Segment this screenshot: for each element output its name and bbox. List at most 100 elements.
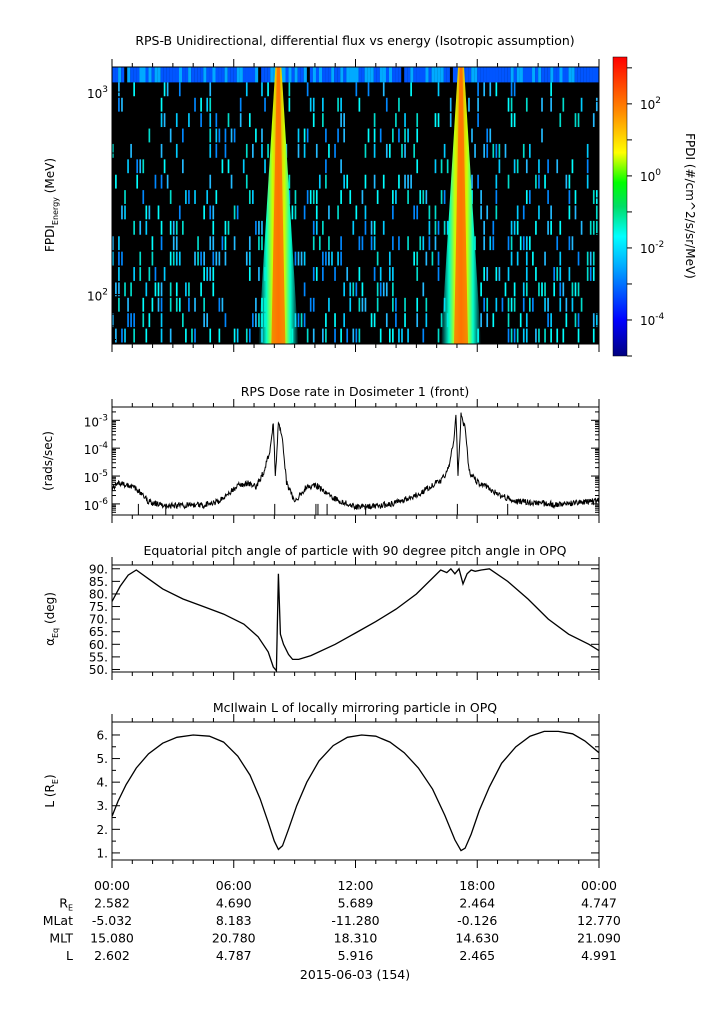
spectrogram-cell (370, 236, 373, 251)
spectrogram-cell (212, 205, 215, 220)
spectrogram-cell (422, 236, 425, 251)
spectrogram-cell (163, 267, 166, 281)
spectrogram-cell (443, 67, 447, 83)
ephemeris-value: 2.464 (459, 896, 495, 911)
spectrogram-cell (221, 236, 224, 251)
spectrogram-cell (343, 67, 347, 83)
ephemeris-value: 14.630 (455, 931, 499, 946)
spectrogram-cell (410, 67, 414, 83)
spectrogram-cell (340, 159, 342, 174)
spectrogram-cell (425, 251, 428, 266)
spectrogram-cell (401, 143, 403, 158)
x-tick-label: 00:00 (581, 878, 617, 893)
spectrogram-cell (245, 328, 248, 343)
spectrogram-cell (175, 236, 178, 251)
spectrogram-cell (583, 67, 587, 83)
spectrogram-cell (248, 251, 251, 266)
ephemeris-value: 21.090 (577, 931, 621, 946)
spectrogram-cell (538, 328, 540, 343)
spectrogram-cell (245, 143, 248, 158)
spectrogram-cell (288, 190, 291, 204)
spectrogram-cell (474, 67, 478, 83)
spectrogram-cell (510, 297, 513, 312)
spectrogram-cell (431, 251, 434, 266)
spectrogram-cell (133, 328, 135, 343)
spectrogram-cell (574, 113, 577, 128)
spectrogram-cell (349, 190, 352, 204)
spectrogram-cell (288, 174, 291, 189)
spectrogram-cell (507, 297, 510, 312)
spectrogram-cell (267, 67, 271, 83)
spectrogram-cell (388, 328, 391, 343)
spectrogram-cell (248, 67, 253, 83)
spectrogram-cell (294, 67, 298, 83)
spectrogram-cell (322, 67, 326, 83)
spectrogram-cell (477, 67, 481, 83)
spectrogram-cell (428, 236, 431, 251)
spectrogram-cell (358, 97, 361, 112)
spectrogram-cell (163, 67, 167, 83)
spectrogram-cell (328, 236, 330, 251)
spectrogram-cell (495, 205, 498, 220)
spectrogram-cell (586, 267, 589, 281)
spectrogram-cell (258, 313, 260, 328)
spectrogram-cell (437, 251, 440, 266)
spectrogram-cell (388, 251, 391, 266)
spectrogram-cell (203, 251, 205, 266)
ephemeris-value: 2.465 (459, 948, 495, 963)
spectrogram-cell (592, 328, 595, 343)
spectrogram-cell (440, 159, 443, 174)
spectrogram-cell (443, 220, 446, 235)
spectrogram-cell (595, 205, 598, 220)
spectrogram-cell (413, 67, 417, 83)
spectrogram-cell (309, 190, 312, 204)
spectrogram-cell (480, 313, 482, 328)
spectrogram-cell (182, 220, 184, 235)
spectrogram-cell (516, 251, 519, 266)
spectrogram-cell (248, 267, 251, 281)
spectrogram-cell (221, 159, 224, 174)
ephemeris-value: 18.310 (334, 931, 378, 946)
spectrogram-cell (562, 328, 565, 343)
spectrogram-cell (495, 174, 498, 189)
spectrogram-cell (510, 97, 513, 112)
spectrogram-cell (559, 267, 562, 281)
spectrogram-cell (580, 97, 583, 112)
spectrogram-cell (200, 282, 202, 297)
spectrogram-cell (419, 190, 422, 204)
spectrogram-cell (300, 313, 303, 328)
spectrogram-cell (422, 282, 425, 297)
y-tick-label: 65. (89, 625, 108, 639)
spectrogram-cell (413, 205, 416, 220)
spectrogram-cell (379, 267, 382, 281)
spectrogram-cell (258, 267, 260, 281)
spectrogram-cell (252, 67, 256, 83)
spectrogram-cell (504, 67, 508, 83)
spectrogram-cell (194, 251, 196, 266)
spectrogram-cell (525, 190, 528, 204)
spectrogram-cell (148, 128, 151, 143)
spectrogram-cell (160, 174, 163, 189)
spectrogram-cell (528, 297, 531, 312)
colorbar-tick-label: 10-4 (640, 312, 665, 328)
spectrogram-cell (525, 236, 528, 251)
spectrogram-cell (130, 313, 132, 328)
spectrogram-cell (160, 313, 163, 328)
spectrogram-cell (258, 236, 260, 251)
spectrogram-cell (410, 82, 412, 97)
spectrogram-cell (206, 267, 209, 281)
spectrogram-cell (568, 236, 571, 251)
spectrogram-cell (592, 313, 595, 328)
spectrogram-cell (224, 313, 227, 328)
spectrogram-cell (522, 205, 525, 220)
spectrogram-cell (358, 67, 362, 83)
spectrogram-cell (130, 143, 132, 158)
spectrogram-cell (121, 251, 123, 266)
spectrogram-cell (312, 113, 315, 128)
spectrogram-cell (169, 190, 172, 204)
x-tick-label: 18:00 (459, 878, 495, 893)
spectrogram-cell (422, 190, 425, 204)
spectrogram-cell (550, 82, 552, 97)
spectrogram-cell (358, 267, 361, 281)
